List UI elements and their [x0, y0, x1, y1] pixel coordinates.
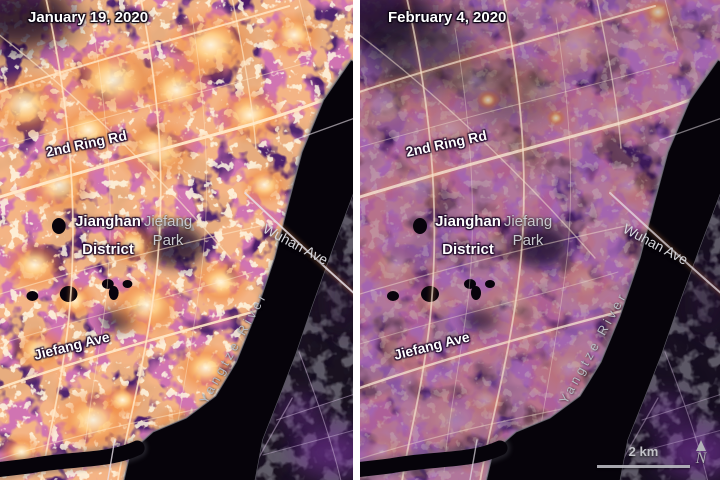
north-indicator: N: [690, 440, 712, 467]
north-label: N: [695, 450, 707, 467]
north-arrow-icon: [696, 440, 706, 451]
nightlights-map-february: [360, 0, 720, 480]
panel-january: January 19, 2020 2nd Ring Rd Jianghan Di…: [0, 0, 353, 480]
scale-bar-line: [597, 465, 690, 468]
scale-bar-label: 2 km: [628, 444, 659, 459]
nightlights-map-january: [0, 0, 353, 480]
panel-february: February 4, 2020 2nd Ring Rd Jianghan Di…: [360, 0, 720, 480]
